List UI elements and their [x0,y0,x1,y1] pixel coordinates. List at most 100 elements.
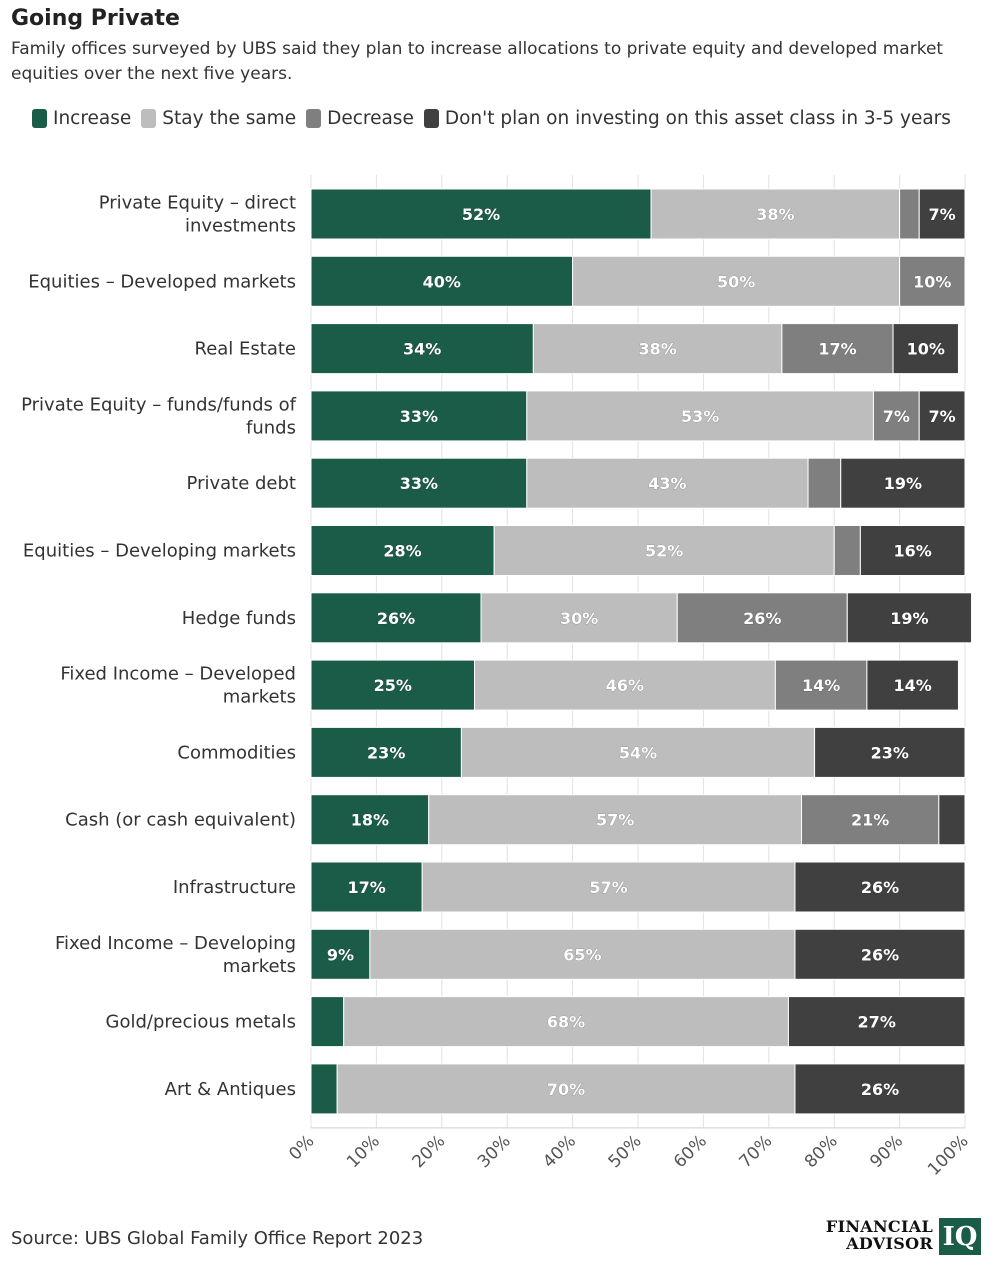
data-label: 9% [327,945,354,964]
data-label: 38% [756,205,794,224]
data-label: 70% [547,1080,585,1099]
category-label: Art & Antiques [165,1079,296,1100]
x-tick-label: 40% [539,1131,580,1172]
bar-segment [781,323,894,375]
data-label: 7% [883,407,910,426]
data-label: 17% [818,340,856,359]
bar-segment [801,794,940,846]
data-label: 33% [400,407,438,426]
logo-line-1: FINANCIAL [825,1217,933,1236]
bar-segment [310,390,528,442]
logo-wordmark: FINANCIAL ADVISOR [823,1218,933,1252]
data-label: 52% [645,542,683,561]
bar-segment [532,323,783,375]
x-tick-label: 90% [866,1131,907,1172]
logo-line-2: ADVISOR [846,1234,933,1253]
bar-segment [310,659,475,711]
category-label: Fixed Income – Developing markets [55,933,296,977]
x-tick-label: 0% [285,1131,318,1164]
bar-segment [676,592,848,644]
legend-swatch-dont-plan [423,109,439,128]
data-label: 40% [423,272,461,291]
bar-segment [846,592,973,644]
data-label: 18% [351,811,389,830]
category-label: Commodities [177,742,296,763]
bar-segment [794,928,966,980]
x-tick-label: 100% [924,1131,973,1180]
legend-label-stay-the-same: Stay the same [162,108,297,129]
data-label: 26% [861,945,899,964]
bar-segment [336,1063,796,1115]
bar-segment [899,188,920,240]
bar-segment [474,659,776,711]
bar-segment [938,794,966,846]
legend-item-increase: Increase [32,108,131,129]
stacked-bar-chart: 52% 38% 7% Private Equity – direct investmen… [21,175,973,1180]
category-label: Equities – Developed markets [28,271,296,292]
data-label: 30% [560,609,598,628]
bar-segment [794,861,966,913]
bar-segment [526,457,809,509]
x-tick-label: 10% [343,1131,384,1172]
x-tick-label: 60% [670,1131,711,1172]
legend-swatch-stay-the-same [141,109,157,128]
data-label: 57% [596,811,634,830]
bar-segment [918,390,966,442]
category-label: Cash (or cash equivalent) [65,810,296,831]
bar-segment [859,525,966,576]
data-label: 53% [681,407,719,426]
data-label: 52% [462,205,500,224]
data-label: 23% [367,743,405,762]
category-label: Gold/precious metals [106,1012,296,1033]
data-label: 54% [619,743,657,762]
logo-iq-mark: IQ [939,1218,981,1255]
data-label: 26% [743,609,781,628]
legend-swatch-decrease [306,109,322,128]
chart-title: Going Private [11,6,180,31]
data-label: 33% [400,474,438,493]
bar-segment [460,726,816,778]
data-label: 38% [638,340,676,359]
data-label: 34% [403,340,441,359]
legend-item-stay-the-same: Stay the same [141,108,296,129]
legend-label-decrease: Decrease [327,108,414,129]
category-label: Private Equity – direct investments [99,193,296,237]
data-label: 23% [871,743,909,762]
bar-segment [310,1063,338,1115]
x-tick-label: 50% [605,1131,646,1172]
source-note: Source: UBS Global Family Office Report … [11,1228,424,1249]
bar-segment [310,188,652,240]
data-label: 14% [802,676,840,695]
category-label: Fixed Income – Developed markets [60,664,296,708]
data-label: 68% [547,1013,585,1032]
data-label: 19% [884,474,922,493]
data-label: 28% [383,542,421,561]
bar-segment [814,726,966,778]
data-label: 26% [377,609,415,628]
bar-segment [310,525,495,576]
data-label: 16% [894,542,932,561]
data-label: 25% [374,676,412,695]
data-label: 7% [929,407,956,426]
category-label: Infrastructure [173,877,296,898]
category-label: Private Equity – funds/funds of funds [21,394,297,438]
data-label: 57% [589,878,627,897]
bar-segment [872,390,920,442]
chart-subtitle: Family offices surveyed by UBS said they… [11,39,944,84]
data-label: 17% [347,878,385,897]
x-tick-label: 80% [801,1131,842,1172]
data-label: 26% [861,1080,899,1099]
bar-segment [807,457,842,509]
bar-segment [794,1063,966,1115]
bar-segment [572,255,901,307]
legend-label-increase: Increase [53,108,132,129]
data-label: 65% [563,945,601,964]
category-label: Private debt [187,473,296,494]
x-tick-label: 30% [474,1131,515,1172]
bar-segment [840,457,966,509]
bar-segment [343,996,789,1048]
data-label: 27% [858,1013,896,1032]
x-tick-label: 70% [735,1131,776,1172]
data-label: 43% [648,474,686,493]
bar-segment [310,255,574,307]
